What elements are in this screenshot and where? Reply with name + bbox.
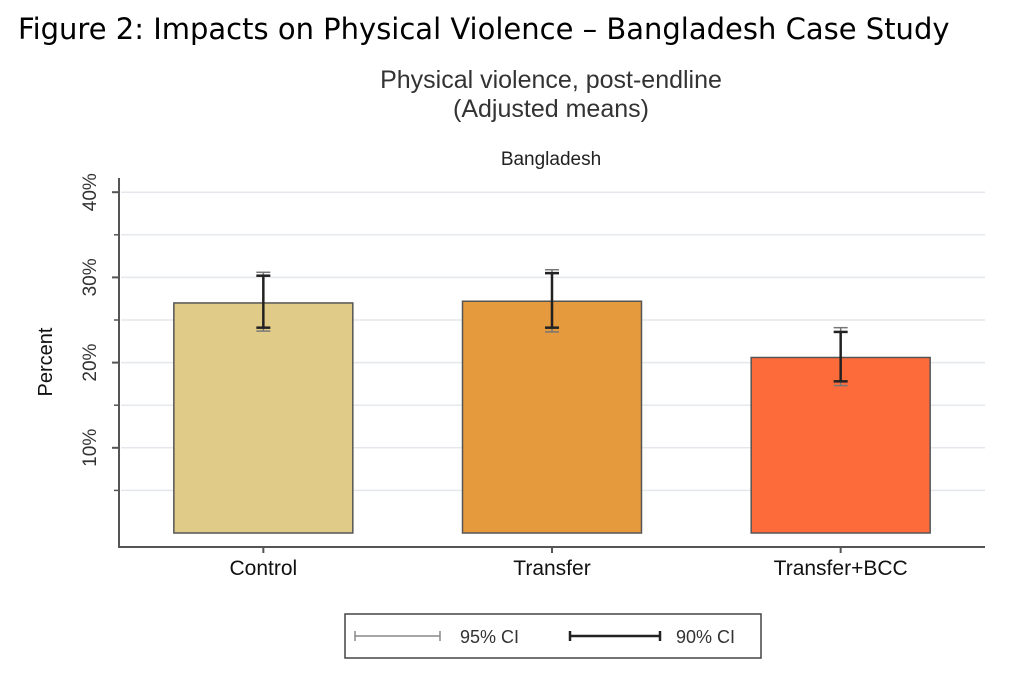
legend-key-90ci: [568, 631, 662, 641]
y-tick-label: 10%: [80, 429, 101, 467]
chart-title: Physical violence, post-endline: [380, 66, 722, 94]
x-tick-label: Control: [229, 557, 297, 580]
y-tick-label: 20%: [80, 343, 101, 381]
legend-key-95ci: [354, 631, 441, 641]
ci90-error-bar: [545, 271, 559, 329]
legend-label-90ci: 90% CI: [676, 627, 735, 647]
legend: 95% CI 90% CI: [344, 613, 762, 659]
error-bars: [256, 268, 848, 387]
bar-transfer-bcc: [750, 356, 931, 534]
y-tick-label: 30%: [80, 258, 101, 296]
legend-label-95ci: 95% CI: [460, 627, 519, 647]
x-tick-label: Transfer: [513, 557, 590, 580]
x-tick-labels: Control Transfer Transfer+BCC: [229, 547, 908, 580]
panel-label: Bangladesh: [501, 149, 601, 170]
bar-control: [173, 302, 354, 534]
figure-caption: Figure 2: Impacts on Physical Violence –…: [18, 12, 950, 46]
y-tick-label: 40%: [80, 173, 101, 211]
chart-subtitle: (Adjusted means): [453, 95, 649, 123]
bars: [173, 300, 931, 534]
ci90-error-bar: [256, 274, 271, 329]
x-tick-label: Transfer+BCC: [774, 557, 908, 580]
y-ticks: 10% 20% 30% 40%: [80, 173, 119, 492]
y-axis-label: Percent: [35, 327, 57, 396]
ci90-error-bar: [833, 330, 848, 383]
bar-transfer: [461, 300, 643, 534]
